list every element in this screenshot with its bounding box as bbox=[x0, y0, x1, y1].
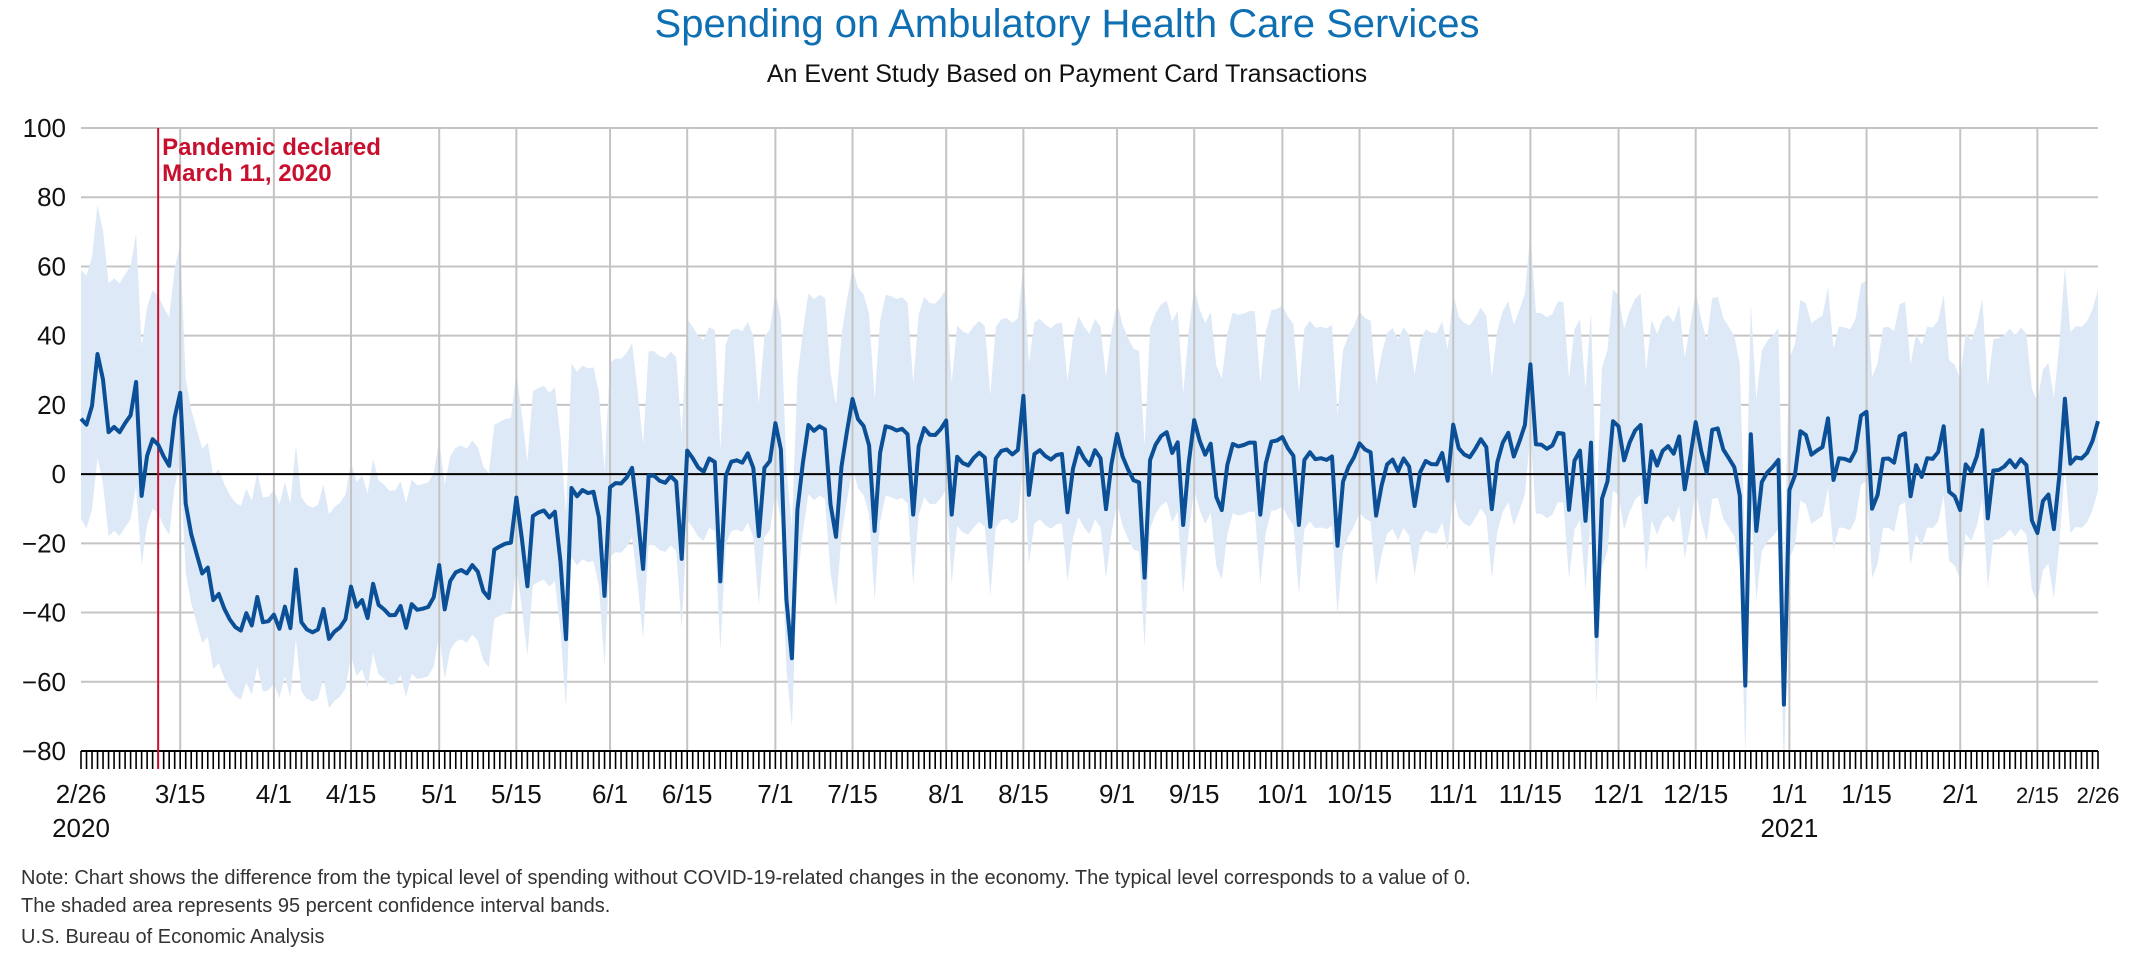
chart-note: Note: Chart shows the difference from th… bbox=[21, 864, 1471, 920]
event-label-line1: Pandemic declared bbox=[162, 134, 381, 161]
vertical-gridlines bbox=[179, 128, 2039, 751]
x-tick-label: 6/1 bbox=[592, 779, 628, 809]
x-tick-label: 11/1 bbox=[1429, 779, 1478, 809]
x-tick-label: 11/15 bbox=[1499, 779, 1562, 809]
x-tick-label: 9/15 bbox=[1169, 779, 1220, 809]
x-axis-labels: 2/26 2020 3/15 4/1 4/15 5/1 5/15 6/1 6/15 7/1 7/15… bbox=[52, 779, 2119, 843]
x-tick-label: 10/1 bbox=[1257, 779, 1308, 809]
x-tick-sublabel: 2021 bbox=[1760, 813, 1818, 843]
chart-subtitle: An Event Study Based on Payment Card Tra… bbox=[766, 60, 1368, 88]
x-tick-label: 2/15 bbox=[2016, 783, 2059, 808]
x-tick-label: 4/15 bbox=[326, 779, 377, 809]
chart-title: Spending on Ambulatory Health Care Servi… bbox=[654, 2, 1480, 46]
y-tick-label: −80 bbox=[22, 736, 66, 766]
x-tick-label: 3/15 bbox=[155, 779, 206, 809]
spending-series-line bbox=[79, 352, 2100, 707]
x-tick-label: 2/26 bbox=[2077, 783, 2120, 808]
y-tick-label: 80 bbox=[37, 182, 66, 212]
x-tick-label: 8/15 bbox=[998, 779, 1049, 809]
x-tick-label: 6/15 bbox=[662, 779, 713, 809]
y-tick-label: −60 bbox=[22, 667, 66, 697]
note-line1: Note: Chart shows the difference from th… bbox=[21, 867, 1471, 889]
y-tick-label: 20 bbox=[37, 390, 66, 420]
x-tick-label: 9/1 bbox=[1099, 779, 1135, 809]
x-tick-label: 8/1 bbox=[928, 779, 964, 809]
y-tick-label: 100 bbox=[23, 113, 66, 143]
x-tick-label: 2/1 bbox=[1942, 779, 1978, 809]
daily-tick-marks bbox=[80, 751, 2099, 769]
x-tick-label: 12/1 bbox=[1593, 779, 1644, 809]
y-tick-label: 40 bbox=[37, 321, 66, 351]
x-tick-label: 12/15 bbox=[1663, 779, 1728, 809]
y-tick-label: 0 bbox=[52, 459, 66, 489]
x-tick-label: 2/26 bbox=[56, 779, 107, 809]
event-label-line2: March 11, 2020 bbox=[162, 160, 331, 187]
x-tick-label: 10/15 bbox=[1327, 779, 1392, 809]
x-tick-label: 5/15 bbox=[491, 779, 542, 809]
y-axis-labels: 100 80 60 40 20 0 −20 −40 −60 −80 bbox=[22, 113, 66, 766]
x-tick-label: 7/1 bbox=[757, 779, 793, 809]
x-tick-label: 7/15 bbox=[827, 779, 878, 809]
x-tick-label: 1/15 bbox=[1841, 779, 1892, 809]
x-tick-label: 5/1 bbox=[421, 779, 457, 809]
y-tick-label: −20 bbox=[22, 528, 66, 558]
x-tick-sublabel: 2020 bbox=[52, 813, 110, 843]
x-tick-label: 4/1 bbox=[256, 779, 292, 809]
confidence-band bbox=[81, 205, 2098, 774]
y-tick-label: 60 bbox=[37, 251, 66, 281]
note-line2: The shaded area represents 95 percent co… bbox=[21, 895, 611, 917]
x-tick-label: 1/1 bbox=[1771, 779, 1807, 809]
source-credit: U.S. Bureau of Economic Analysis bbox=[21, 926, 325, 948]
y-tick-label: −40 bbox=[22, 598, 66, 628]
